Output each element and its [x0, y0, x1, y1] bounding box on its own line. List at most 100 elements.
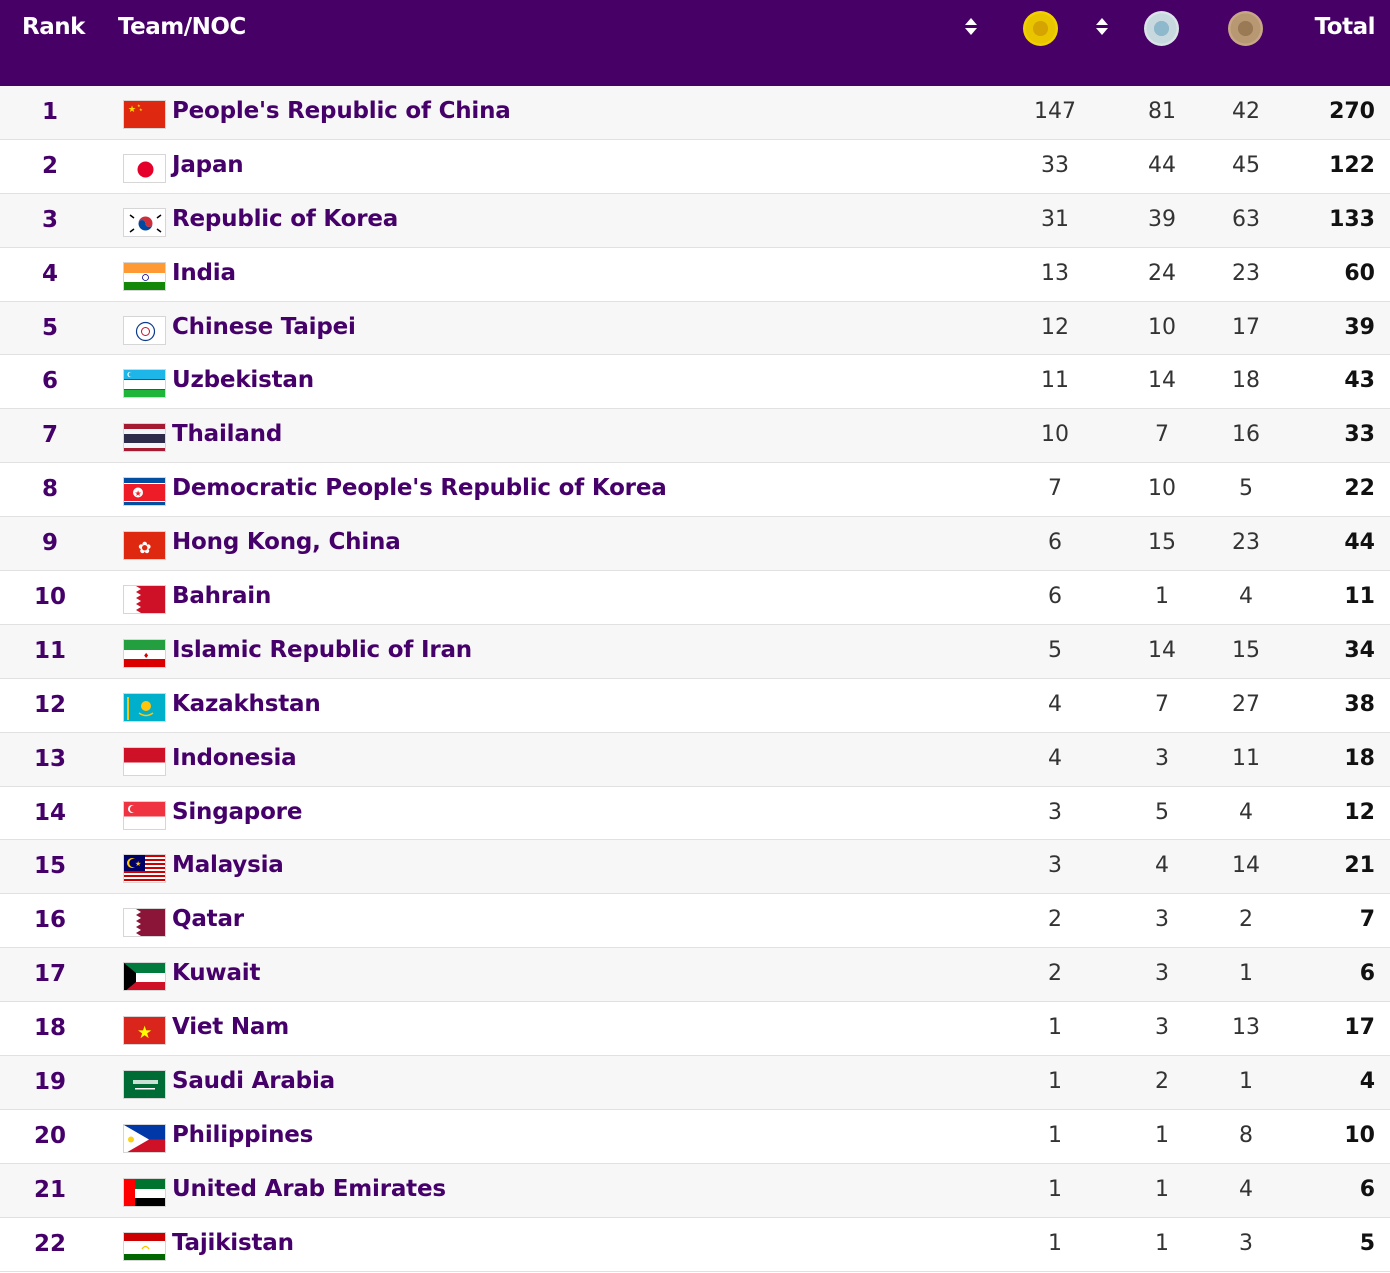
team-link[interactable]: Bahrain: [172, 583, 272, 610]
sort-icon[interactable]: [964, 18, 978, 38]
table-row[interactable]: 11 ♦ Islamic Republic of Iran 5 14 15 34: [0, 624, 1390, 679]
gold-count: 7: [1048, 476, 1062, 502]
table-row[interactable]: 2 Japan 33 44 45 122: [0, 139, 1390, 194]
table-row[interactable]: 8 ★ Democratic People's Republic of Korea 7…: [0, 463, 1390, 518]
team-link[interactable]: Democratic People's Republic of Korea: [172, 475, 667, 502]
rank-cell: 11: [33, 637, 66, 664]
table-row[interactable]: 3 Republic of Korea 31 39 63 133: [0, 193, 1390, 248]
rank-cell: 14: [33, 799, 66, 826]
hong-kong-flag-icon: ✿: [123, 531, 166, 561]
team-column-header[interactable]: Team/NOC: [118, 14, 246, 40]
team-link[interactable]: Saudi Arabia: [172, 1068, 335, 1095]
gold-count: 12: [1041, 314, 1069, 340]
team-link[interactable]: Indonesia: [172, 744, 297, 771]
silver-count: 1: [1155, 584, 1169, 610]
table-row[interactable]: 10 Bahrain 6 1 4 11: [0, 571, 1390, 625]
silver-count: 24: [1148, 260, 1176, 286]
bronze-count: 11: [1232, 745, 1260, 771]
rank-cell: 9: [41, 530, 58, 557]
bahrain-flag-icon: [123, 585, 166, 615]
kuwait-flag-icon: [123, 962, 166, 992]
total-count: 6: [1359, 961, 1375, 987]
table-row[interactable]: 6 Uzbekistan 11 14 18 43: [0, 355, 1390, 410]
malaysia-flag-icon: ★: [123, 854, 166, 884]
table-row[interactable]: 13 Indonesia 4 3 11 18: [0, 732, 1390, 787]
sort-icon[interactable]: [1095, 18, 1109, 38]
table-header: Rank Team/NOC Total: [0, 0, 1390, 86]
table-row[interactable]: 14 Singapore 3 5 4 12: [0, 786, 1390, 841]
dpr-korea-flag-icon: ★: [123, 477, 166, 507]
uae-flag-icon: [123, 1177, 166, 1207]
iran-flag-icon: ♦: [123, 638, 166, 668]
table-row[interactable]: 21 United Arab Emirates 1 1 4 6: [0, 1163, 1390, 1218]
gold-medal-icon[interactable]: [1023, 11, 1058, 46]
team-link[interactable]: Singapore: [172, 798, 303, 825]
bronze-count: 23: [1232, 260, 1260, 286]
table-row[interactable]: 4 India 13 24 23 60: [0, 247, 1390, 302]
gold-count: 3: [1048, 799, 1062, 825]
rank-cell: 13: [33, 745, 66, 772]
bronze-count: 14: [1232, 853, 1260, 879]
team-link[interactable]: Malaysia: [172, 852, 284, 879]
gold-count: 11: [1041, 368, 1069, 394]
bronze-count: 42: [1232, 99, 1260, 124]
rank-cell: 5: [41, 314, 58, 341]
table-row[interactable]: 9 ✿ Hong Kong, China 6 15 23 44: [0, 517, 1390, 572]
table-row[interactable]: 15 ★ Malaysia 3 4 14 21: [0, 840, 1390, 895]
gold-count: 33: [1041, 152, 1069, 178]
team-link[interactable]: Tajikistan: [172, 1229, 294, 1256]
gold-count: 4: [1048, 745, 1062, 771]
table-row[interactable]: 18 ★ Viet Nam 1 3 13 17: [0, 1002, 1390, 1057]
rank-cell: 21: [33, 1176, 66, 1203]
silver-count: 4: [1155, 853, 1169, 879]
gold-count: 1: [1048, 1069, 1062, 1095]
philippines-flag-icon: [123, 1123, 166, 1153]
table-row[interactable]: 1 ★ ★ ★ People's Republic of China 147 81 42 270: [0, 86, 1390, 140]
bronze-count: 4: [1239, 1176, 1253, 1202]
team-link[interactable]: Chinese Taipei: [172, 313, 356, 340]
bronze-count: 1: [1239, 961, 1253, 987]
team-link[interactable]: Islamic Republic of Iran: [172, 636, 472, 663]
table-row[interactable]: 7 Thailand 10 7 16 33: [0, 409, 1390, 464]
silver-count: 39: [1148, 206, 1176, 232]
team-link[interactable]: Uzbekistan: [172, 367, 314, 394]
silver-count: 7: [1155, 691, 1169, 717]
team-link[interactable]: Thailand: [172, 421, 283, 448]
table-row[interactable]: 22 Tajikistan 1 1 3 5: [0, 1217, 1390, 1272]
kazakhstan-flag-icon: [123, 692, 166, 722]
team-link[interactable]: India: [172, 259, 236, 286]
silver-count: 81: [1148, 99, 1176, 124]
team-link[interactable]: Philippines: [172, 1121, 314, 1148]
team-link[interactable]: Hong Kong, China: [172, 529, 401, 556]
rank-cell: 1: [41, 99, 58, 125]
team-link[interactable]: Qatar: [172, 906, 244, 933]
bronze-count: 1: [1239, 1069, 1253, 1095]
table-row[interactable]: 17 Kuwait 2 3 1 6: [0, 948, 1390, 1003]
table-row[interactable]: 5 Chinese Taipei 12 10 17 39: [0, 301, 1390, 356]
total-column-header[interactable]: Total: [1314, 14, 1376, 40]
bronze-medal-icon[interactable]: [1228, 11, 1263, 46]
table-row[interactable]: 16 Qatar 2 3 2 7: [0, 894, 1390, 949]
silver-medal-icon[interactable]: [1144, 11, 1179, 46]
team-link[interactable]: Republic of Korea: [172, 205, 399, 232]
team-link[interactable]: Viet Nam: [172, 1014, 290, 1041]
team-link[interactable]: Japan: [172, 151, 244, 178]
india-flag-icon: [123, 261, 166, 291]
bronze-count: 23: [1232, 530, 1260, 556]
rank-cell: 22: [33, 1230, 66, 1257]
table-row[interactable]: 20 Philippines 1 1 8 10: [0, 1109, 1390, 1164]
indonesia-flag-icon: [123, 746, 166, 776]
total-count: 38: [1344, 691, 1375, 717]
team-link[interactable]: People's Republic of China: [172, 98, 511, 124]
table-row[interactable]: 12 Kazakhstan 4 7 27 38: [0, 678, 1390, 733]
rank-cell: 16: [33, 907, 66, 934]
silver-count: 2: [1155, 1069, 1169, 1095]
silver-count: 3: [1155, 745, 1169, 771]
team-link[interactable]: Kuwait: [172, 960, 261, 987]
thailand-flag-icon: [123, 423, 166, 453]
rank-column-header[interactable]: Rank: [22, 14, 85, 40]
bronze-count: 17: [1232, 314, 1260, 340]
team-link[interactable]: United Arab Emirates: [172, 1175, 446, 1202]
team-link[interactable]: Kazakhstan: [172, 690, 321, 717]
table-row[interactable]: 19 Saudi Arabia 1 2 1 4: [0, 1056, 1390, 1110]
